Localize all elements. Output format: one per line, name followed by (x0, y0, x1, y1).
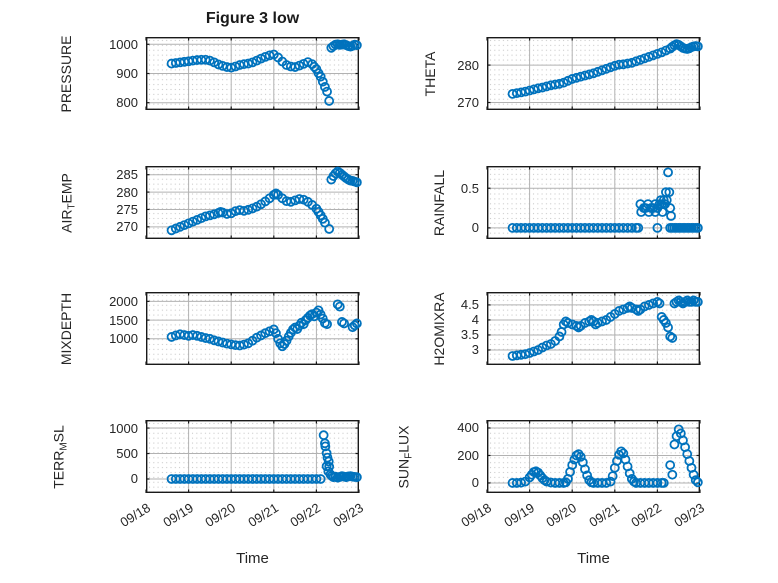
y-tick-label: 1000 (109, 36, 138, 52)
x-axis-label-right: Time (577, 550, 610, 567)
y-tick-label: 280 (116, 184, 138, 200)
y-axis-label: SUNFLUX (395, 425, 415, 488)
scatter-plot (145, 419, 362, 493)
y-axis-label: AIRTEMP (58, 172, 78, 233)
scatter-plot (145, 165, 362, 239)
y-tick-label: 2000 (109, 293, 138, 309)
scatter-plot (145, 291, 362, 365)
y-tick-label: 0 (471, 220, 479, 236)
y-tick-label: 500 (116, 446, 138, 462)
subplot-air-temp: 270 275 280 285 AIRTEMP (59, 165, 362, 239)
y-tick-label: 4.5 (460, 297, 479, 313)
y-axis-label: RAINFALL (431, 169, 447, 236)
y-tick-label: 275 (116, 201, 138, 217)
y-tick-label: 4 (471, 312, 479, 328)
y-tick-label: 0 (471, 475, 479, 491)
subplot-h2omixra: 3 3.5 4 4.5 H2OMIXRA (431, 291, 703, 365)
x-axis-label-left: Time (236, 550, 269, 567)
scatter-plot (486, 36, 703, 110)
y-tick-label: 1000 (109, 420, 138, 436)
y-tick-label: 200 (457, 447, 479, 463)
y-tick-label: 285 (116, 167, 138, 183)
y-axis-label: PRESSURE (58, 34, 74, 113)
y-tick-label: 400 (457, 420, 479, 436)
y-tick-label: 3 (471, 342, 479, 358)
y-axis-label: THETA (422, 51, 438, 96)
subplot-pressure: 800 900 1000 PRESSURE (58, 35, 362, 112)
y-tick-label: 800 (116, 95, 138, 111)
y-tick-label: 270 (116, 219, 138, 235)
figure-title: Figure 3 low (205, 10, 300, 27)
subplot-mixdepth: 1000 1500 2000 MIXDEPTH (58, 291, 362, 365)
subplot-terr-msl: 0 500 1000 TERRMSL 09/18 09/19 09/20 09/21 09/22… (51, 419, 366, 530)
scatter-plot (486, 419, 703, 493)
scatter-plot (145, 36, 362, 110)
y-tick-label: 0.5 (460, 180, 479, 196)
y-tick-label: 1500 (109, 312, 138, 328)
y-tick-label: 1000 (109, 331, 138, 347)
y-axis-label: TERRMSL (50, 424, 70, 489)
subplot-theta: 270 280 THETA (422, 36, 703, 110)
y-tick-label: 900 (116, 66, 138, 81)
subplot-sun-flux: 0 200 400 SUNFLUX 09/18 09/19 09/20 09/21 09/22 0… (396, 419, 707, 530)
y-axis-label: MIXDEPTH (58, 292, 74, 365)
y-tick-label: 0 (130, 471, 138, 487)
y-axis-label: H2OMIXRA (431, 291, 447, 366)
y-tick-label: 3.5 (460, 327, 479, 343)
subplot-rainfall: 0 0.5 RAINFALL (431, 165, 703, 239)
y-tick-label: 270 (457, 95, 479, 110)
scatter-plot (486, 165, 703, 239)
scatter-plot (486, 291, 703, 365)
y-tick-label: 280 (457, 57, 479, 73)
